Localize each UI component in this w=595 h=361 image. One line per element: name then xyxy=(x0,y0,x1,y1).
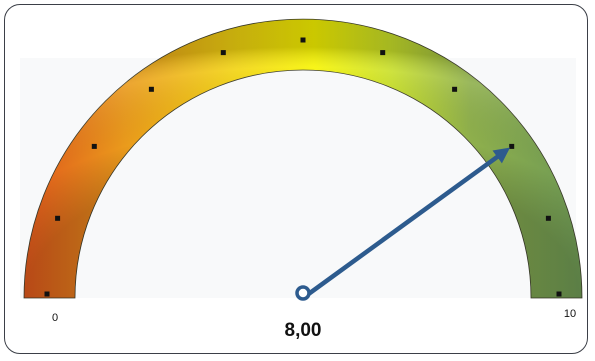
tick-mark xyxy=(556,291,562,297)
tick-mark xyxy=(300,37,306,43)
gauge-needle xyxy=(300,154,500,301)
tick-mark xyxy=(91,143,97,149)
max-label: 10 xyxy=(564,308,576,320)
tick-mark xyxy=(220,50,226,56)
tick-mark xyxy=(44,291,50,297)
tick-mark xyxy=(545,215,551,221)
min-label: 0 xyxy=(52,312,58,324)
tick-mark xyxy=(509,143,515,149)
tick-mark xyxy=(55,215,61,221)
gauge-band-shading xyxy=(24,19,582,298)
needle-pivot xyxy=(295,285,311,301)
tick-mark xyxy=(380,50,386,56)
gauge-needle-head xyxy=(492,147,511,164)
tick-mark xyxy=(148,86,154,92)
tick-mark xyxy=(452,86,458,92)
tick-marks xyxy=(44,37,562,297)
value-label: 8,00 xyxy=(285,320,322,341)
